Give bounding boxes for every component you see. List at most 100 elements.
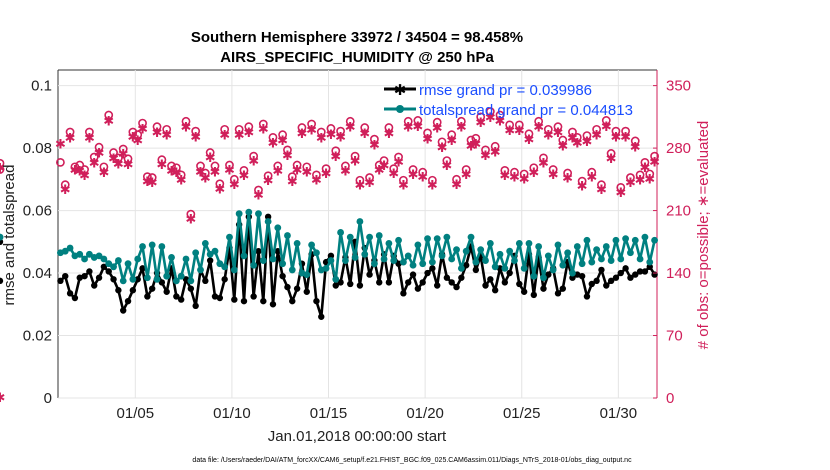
obs-possible-point — [210, 161, 220, 171]
rmse-point — [607, 277, 615, 285]
obs-evaluated-point: ✱ — [340, 164, 351, 179]
totalspread-point — [158, 243, 166, 250]
rmse-point — [62, 272, 69, 280]
obs-possible-point — [572, 132, 582, 142]
totalspread-point — [269, 255, 277, 263]
obs-possible-point — [200, 168, 210, 178]
totalspread-point — [346, 233, 354, 241]
obs-evaluated-point: ✱ — [528, 166, 539, 181]
legend-rmse-marker: ✱ — [394, 81, 407, 99]
rmse-point — [284, 283, 291, 291]
totalspread-point — [564, 249, 572, 257]
rmse-point — [274, 247, 281, 255]
obs-possible-point — [142, 172, 152, 182]
rmse-point — [337, 279, 344, 286]
totalspread-point — [356, 218, 364, 225]
rmse-point — [313, 297, 320, 305]
rmse-point — [414, 285, 422, 292]
obs-evaluated-point: ✱ — [137, 122, 148, 137]
rmse-point — [66, 290, 74, 297]
obs-evaluated-point: ✱ — [644, 172, 655, 187]
obs-evaluated-point: ✱ — [123, 158, 134, 173]
totalspread-point — [332, 275, 340, 283]
obs-possible-point — [99, 162, 109, 172]
obs-evaluated-point: ✱ — [292, 164, 303, 179]
obs-possible-point — [548, 165, 558, 174]
obs-evaluated-point: ✱ — [519, 172, 530, 187]
rmse-point — [206, 257, 214, 264]
x-axis-label: Jan.01,2018 00:00:00 start — [268, 428, 447, 445]
rmse-point — [453, 283, 460, 291]
rmse-point — [366, 271, 373, 278]
y-axis-label-left: rmse and totalspread — [1, 165, 18, 306]
rmse-point — [163, 288, 170, 295]
rmse-point — [491, 287, 499, 294]
obs-possible-point — [635, 170, 645, 180]
obs-possible-point — [0, 158, 5, 168]
totalspread-point — [641, 233, 649, 241]
obs-evaluated-point: ✱ — [432, 122, 443, 137]
obs-possible-point — [138, 118, 147, 128]
totalspread-point — [414, 241, 422, 249]
rmse-point — [332, 282, 339, 289]
obs-evaluated-point: ✱ — [538, 156, 549, 171]
obs-evaluated-point: ✱ — [369, 139, 380, 154]
rmse-point — [120, 307, 127, 314]
obs-evaluated-point: ✱ — [514, 124, 525, 139]
obs-possible-point — [626, 173, 635, 182]
y-tick-label-right: 210 — [666, 203, 691, 220]
obs-evaluated-point: ✱ — [79, 169, 90, 184]
obs-evaluated-point: ✱ — [190, 130, 201, 145]
obs-evaluated-point: ✱ — [441, 159, 452, 174]
obs-evaluated-point: ✱ — [156, 158, 167, 173]
obs-possible-point — [418, 167, 428, 177]
rmse-point — [264, 213, 272, 221]
rmse-point — [569, 274, 576, 281]
rmse-point — [240, 297, 248, 305]
rmse-point — [173, 293, 180, 300]
rmse-point — [231, 296, 238, 303]
totalspread-point — [588, 258, 596, 266]
obs-possible-point — [384, 123, 394, 132]
x-tick-label: 01/05 — [117, 405, 155, 422]
y-tick-label-right: 280 — [666, 140, 691, 157]
totalspread-point — [385, 239, 393, 247]
rmse-point — [501, 279, 509, 286]
obs-possible-point — [592, 124, 602, 134]
obs-possible-point — [490, 141, 500, 151]
totalspread-point — [172, 277, 180, 285]
obs-possible-point — [56, 157, 65, 167]
totalspread-point — [525, 239, 533, 247]
obs-evaluated-point: ✱ — [253, 189, 264, 204]
obs-evaluated-point: ✱ — [161, 129, 172, 144]
totalspread-point — [100, 255, 108, 263]
rmse-point — [627, 274, 634, 281]
obs-evaluated-point: ✱ — [562, 172, 573, 187]
legend-spread-marker — [396, 105, 404, 113]
y-tick-label-left: 0.08 — [23, 140, 52, 157]
obs-evaluated-point: ✱ — [89, 156, 100, 171]
obs-possible-point — [365, 173, 374, 182]
chart-subtitle: AIRS_SPECIFIC_HUMIDITY @ 250 hPa — [220, 49, 494, 66]
obs-possible-point — [152, 122, 162, 132]
rmse-point — [303, 288, 310, 295]
totalspread-point — [134, 255, 142, 263]
obs-possible-point — [514, 120, 524, 130]
obs-evaluated-point: ✱ — [113, 157, 124, 172]
totalspread-point — [85, 250, 93, 258]
obs-possible-point — [113, 153, 123, 163]
obs-evaluated-point: ✱ — [354, 179, 365, 194]
obs-evaluated-point: ✱ — [577, 180, 588, 195]
totalspread-point — [409, 261, 417, 269]
obs-evaluated-point: ✱ — [470, 138, 481, 153]
obs-possible-point — [244, 122, 254, 132]
obs-possible-point — [543, 124, 553, 134]
totalspread-point — [448, 255, 456, 263]
obs-possible-point — [292, 160, 302, 170]
rmse-point — [641, 268, 649, 275]
totalspread-point — [235, 210, 243, 218]
obs-possible-point — [510, 167, 519, 177]
obs-possible-point — [109, 148, 118, 157]
rmse-point — [177, 296, 185, 303]
obs-possible-point — [447, 130, 457, 140]
